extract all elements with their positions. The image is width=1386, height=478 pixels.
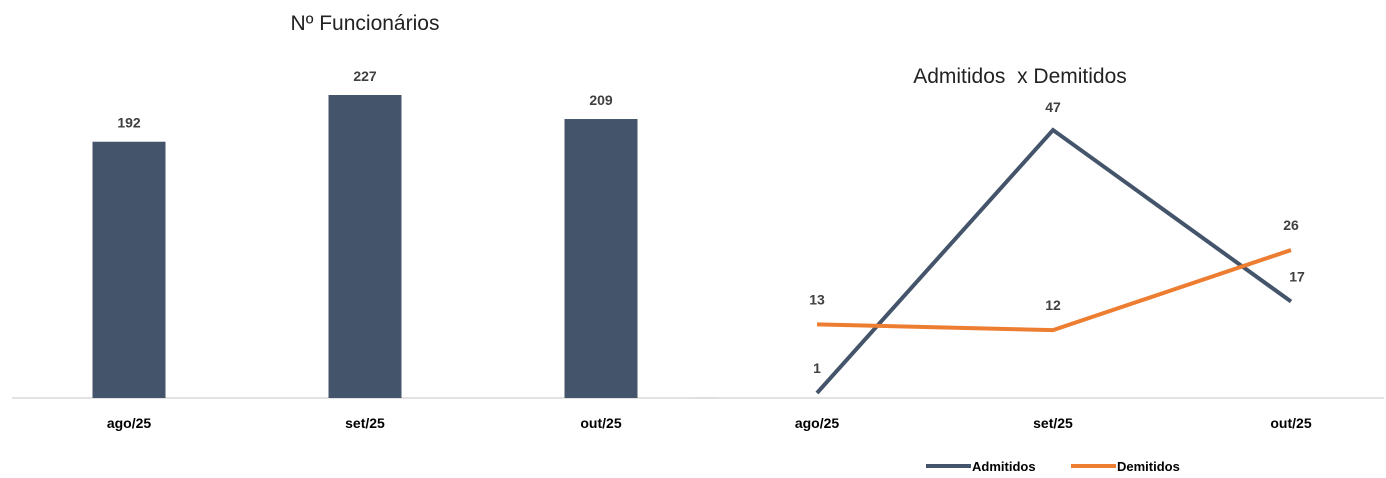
x-tick-label: set/25 — [1033, 415, 1073, 431]
line-data-label: 12 — [1045, 297, 1061, 313]
legend-label: Admitidos — [972, 459, 1036, 474]
bar — [565, 119, 638, 398]
bar — [329, 95, 402, 398]
bar-data-label: 192 — [117, 115, 141, 131]
line-chart-title: Admitidos x Demitidos — [913, 65, 1127, 88]
legend-label: Demitidos — [1117, 459, 1180, 474]
line-data-label: 17 — [1289, 269, 1305, 285]
line-data-label: 26 — [1283, 217, 1299, 233]
x-tick-label: ago/25 — [107, 415, 152, 431]
line-data-label: 13 — [809, 291, 825, 307]
employee-count-bar-chart: Nº Funcionários 192 ago/25 227 set/25 209 out… — [12, 12, 718, 431]
x-tick-label: out/25 — [580, 415, 621, 431]
line-data-label: 47 — [1045, 99, 1061, 115]
x-tick-label: ago/25 — [795, 415, 840, 431]
line-chart-legend: Admitidos Demitidos — [926, 459, 1180, 474]
x-tick-label: out/25 — [1270, 415, 1311, 431]
series-line-admitidos — [817, 130, 1291, 393]
bar-chart-title: Nº Funcionários — [291, 12, 440, 35]
x-tick-label: set/25 — [345, 415, 385, 431]
bar-data-label: 209 — [589, 92, 613, 108]
bar-data-label: 227 — [353, 68, 377, 84]
series-line-demitidos — [817, 250, 1291, 330]
admitted-vs-dismissed-line-chart: Admitidos x Demitidos 1 47 17 13 12 26 ago/25 s… — [695, 65, 1384, 474]
line-data-label: 1 — [813, 360, 821, 376]
bar — [93, 142, 166, 398]
